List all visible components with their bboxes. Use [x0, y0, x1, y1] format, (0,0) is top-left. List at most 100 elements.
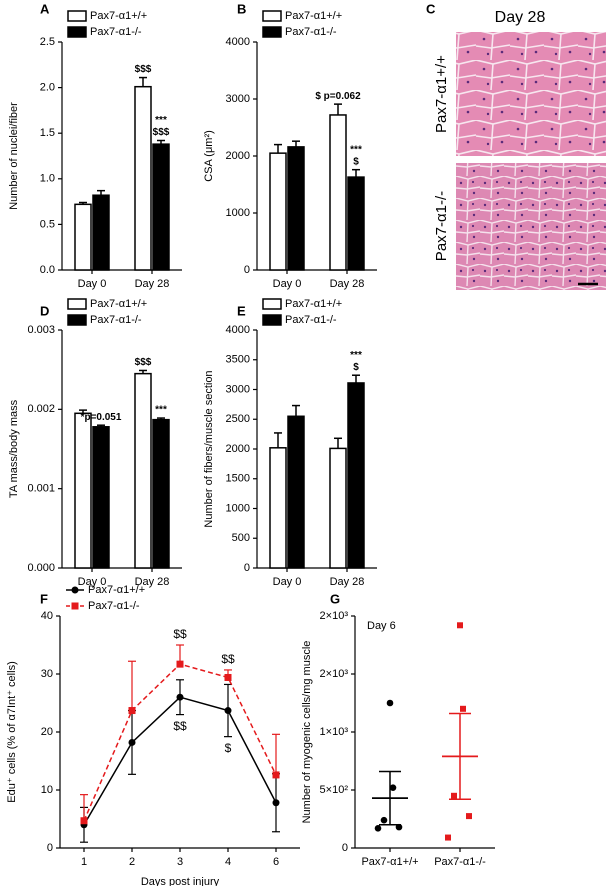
bar: [152, 143, 170, 271]
row-label: Pax7-α1+/+: [433, 55, 450, 133]
annotation: *p=0.051: [81, 412, 122, 423]
point: [457, 622, 463, 629]
panel-title: Day 28: [495, 9, 546, 26]
panel-letter: E: [237, 303, 246, 318]
legend-swatch: [262, 26, 282, 38]
y-axis-label: CSA (μm²): [203, 130, 215, 182]
x-tick-label: Day 0: [78, 576, 107, 588]
y-tick-label: 4000: [226, 324, 250, 336]
y-tick-label: 0.5: [40, 218, 55, 230]
annotation: $$$: [153, 127, 170, 138]
y-axis-label: Number of fibers/muscle section: [203, 370, 215, 527]
bar: [74, 203, 92, 271]
y-tick-label: 3000: [226, 383, 250, 395]
legend-label: Pax7-α1-/-: [90, 26, 142, 38]
legend-label: Pax7-α1+/+: [285, 298, 342, 310]
legend-label: Pax7-α1-/-: [285, 314, 337, 326]
legend-label: Pax7-α1+/+: [285, 10, 342, 22]
panel-c: C Day 28 Pax7-α1+/+ Pax7-α1-/-: [426, 1, 606, 290]
y-axis-label: TA mass/body mass: [8, 399, 20, 498]
marker: [80, 817, 88, 825]
y-tick-label: 1000: [226, 502, 250, 514]
point: [451, 792, 457, 799]
y-tick-label: 5×10²: [320, 784, 349, 796]
x-tick-label: Day 0: [78, 278, 107, 290]
marker: [176, 660, 184, 668]
legend-swatch: [262, 298, 282, 310]
histology-image: [456, 163, 606, 290]
y-axis-label: Number of myogenic cells/mg muscle: [301, 641, 313, 824]
bar: [152, 418, 170, 569]
x-tick-label: Day 0: [273, 278, 302, 290]
y-tick-label: 30: [41, 668, 53, 680]
legend-label: Pax7-α1+/+: [90, 10, 147, 22]
y-tick-label: 0: [342, 842, 348, 854]
annotation: ***: [350, 350, 362, 361]
x-tick-label: Day 0: [273, 576, 302, 588]
panel-letter: F: [40, 591, 48, 606]
legend-swatch: [262, 314, 282, 326]
bar: [329, 114, 347, 271]
annotation: $ p=0.062: [315, 91, 361, 102]
bar: [269, 152, 287, 271]
x-tick-label: Day 28: [135, 576, 170, 588]
y-tick-label: 20: [41, 726, 53, 738]
y-tick-label: 2.0: [40, 82, 55, 94]
y-tick-label: 10: [41, 784, 53, 796]
y-tick-label: 1×10³: [320, 726, 349, 738]
marker: [71, 602, 79, 610]
bar: [92, 194, 110, 271]
y-tick-label: 3500: [226, 354, 250, 366]
marker: [128, 738, 136, 746]
bar: [269, 447, 287, 569]
y-tick-label: 2000: [226, 443, 250, 455]
marker: [176, 693, 184, 701]
annotation: ***: [155, 405, 167, 416]
x-tick-label: Pax7-α1+/+: [361, 856, 418, 868]
annotation: $$$: [135, 357, 152, 368]
x-axis-label: Days post injury: [141, 876, 220, 886]
row-label: Pax7-α1-/-: [433, 191, 450, 261]
legend-swatch: [67, 314, 87, 326]
x-tick-label: Day 28: [330, 278, 365, 290]
y-tick-label: 0.001: [27, 483, 55, 495]
marker: [128, 707, 136, 715]
y-tick-label: 0: [244, 264, 250, 276]
y-tick-label: 2×10³: [320, 610, 349, 622]
y-tick-label: 40: [41, 610, 53, 622]
marker: [272, 771, 280, 779]
bar: [329, 447, 347, 569]
legend-label: Pax7-α1-/-: [285, 26, 337, 38]
y-tick-label: 1000: [226, 207, 250, 219]
annotation: ***: [155, 115, 167, 126]
y-tick-label: 0: [47, 842, 53, 854]
legend-label: Pax7-α1+/+: [88, 584, 145, 596]
bar: [134, 85, 152, 271]
annotation: Day 6: [367, 620, 396, 632]
point: [460, 705, 466, 712]
y-tick-label: 2500: [226, 413, 250, 425]
annotation: $: [225, 741, 232, 755]
y-tick-label: 2×10³: [320, 668, 349, 680]
marker: [224, 673, 232, 681]
annotation: $$$: [135, 64, 152, 75]
histology-image: [456, 32, 606, 156]
bar: [92, 426, 110, 569]
marker: [71, 586, 79, 594]
legend-label: Pax7-α1+/+: [90, 298, 147, 310]
y-tick-label: 2000: [226, 150, 250, 162]
y-tick-label: 1.5: [40, 127, 55, 139]
bar: [74, 412, 92, 569]
x-tick-label: 2: [129, 856, 135, 868]
y-tick-label: 0: [244, 562, 250, 574]
y-tick-label: 3000: [226, 93, 250, 105]
legend-swatch: [262, 10, 282, 22]
y-tick-label: 0.0: [40, 264, 55, 276]
x-tick-label: 6: [273, 856, 279, 868]
annotation: $$: [173, 719, 187, 733]
bar: [287, 415, 305, 569]
y-tick-label: 500: [232, 532, 250, 544]
panel-letter: A: [40, 1, 50, 16]
point: [389, 784, 397, 791]
